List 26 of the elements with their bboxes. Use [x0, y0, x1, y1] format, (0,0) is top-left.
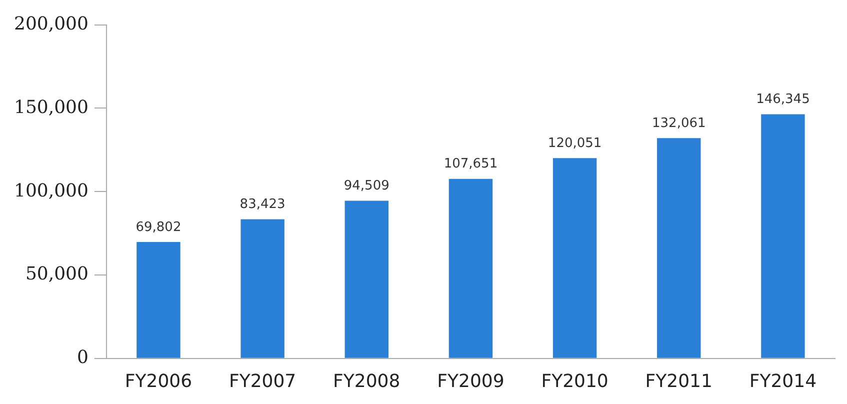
- x-tick-label: FY2009: [437, 370, 504, 392]
- bar: [240, 219, 284, 358]
- data-label: 120,051: [548, 136, 602, 152]
- data-label: 132,061: [652, 116, 706, 131]
- x-tick-label: FY2014: [749, 370, 817, 392]
- x-tick-label: FY2010: [541, 370, 608, 392]
- y-tick-label: 200,000: [14, 13, 88, 34]
- data-label: 146,345: [756, 92, 810, 108]
- bar: [657, 138, 701, 358]
- data-label: 83,423: [240, 197, 286, 212]
- y-tick-label: 0: [76, 347, 88, 368]
- data-label: 94,509: [344, 178, 390, 194]
- x-tick-label: FY2011: [645, 370, 712, 392]
- x-tick-label: FY2006: [124, 370, 192, 392]
- bar: [761, 114, 805, 358]
- y-tick-label: 150,000: [14, 96, 88, 118]
- bar: [344, 200, 388, 358]
- bar: [136, 242, 180, 358]
- bar: [448, 178, 493, 358]
- x-tick-label: FY2008: [333, 370, 400, 392]
- x-tick-label: FY2007: [228, 370, 296, 392]
- y-tick-label: 50,000: [25, 264, 88, 285]
- data-label: 69,802: [136, 220, 182, 235]
- bar: [552, 158, 597, 358]
- data-label: 107,651: [444, 156, 498, 172]
- y-tick-label: 100,000: [14, 180, 88, 202]
